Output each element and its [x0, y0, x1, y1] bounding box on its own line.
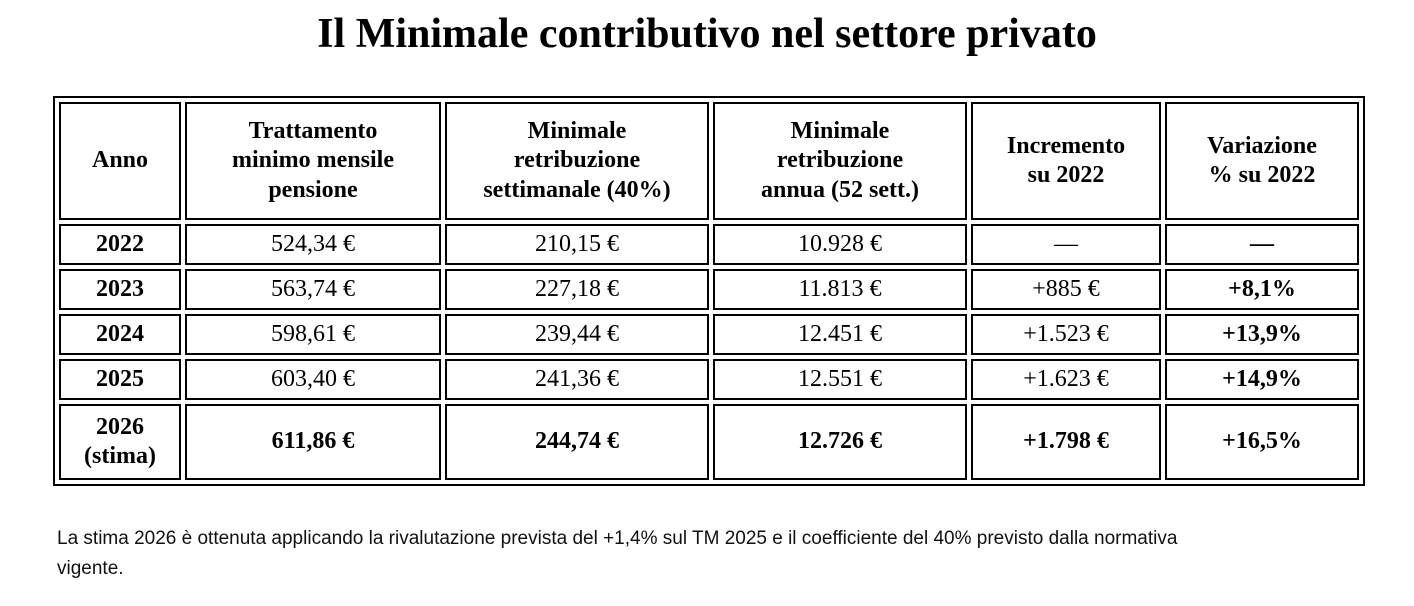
cell-minimale-settimanale: 227,18 €	[445, 269, 709, 310]
footnote: La stima 2026 è ottenuta applicando la r…	[57, 528, 1178, 580]
contribution-minimum-table: Anno Trattamento minimo mensile pensione…	[53, 96, 1365, 486]
column-header-incremento: Incremento su 2022	[971, 102, 1161, 220]
cell-anno: 2026 (stima)	[59, 404, 181, 480]
cell-trattamento-minimo: 563,74 €	[185, 269, 441, 310]
cell-minimale-settimanale: 241,36 €	[445, 359, 709, 400]
cell-trattamento-minimo: 524,34 €	[185, 224, 441, 265]
cell-variazione: +8,1%	[1165, 269, 1359, 310]
cell-trattamento-minimo: 598,61 €	[185, 314, 441, 355]
column-header-variazione: Variazione % su 2022	[1165, 102, 1359, 220]
cell-trattamento-minimo: 611,86 €	[185, 404, 441, 480]
cell-trattamento-minimo: 603,40 €	[185, 359, 441, 400]
column-header-trattamento-minimo: Trattamento minimo mensile pensione	[185, 102, 441, 220]
cell-minimale-annua: 12.451 €	[713, 314, 967, 355]
cell-anno: 2025	[59, 359, 181, 400]
cell-minimale-settimanale: 239,44 €	[445, 314, 709, 355]
table-row-2024: 2024 598,61 € 239,44 € 12.451 € +1.523 €…	[59, 314, 1359, 355]
table-row-2022: 2022 524,34 € 210,15 € 10.928 € — —	[59, 224, 1359, 265]
cell-incremento: +1.523 €	[971, 314, 1161, 355]
column-header-minimale-annua: Minimale retribuzione annua (52 sett.)	[713, 102, 967, 220]
cell-minimale-settimanale: 244,74 €	[445, 404, 709, 480]
cell-anno: 2024	[59, 314, 181, 355]
table-header-row: Anno Trattamento minimo mensile pensione…	[59, 102, 1359, 220]
cell-variazione: +16,5%	[1165, 404, 1359, 480]
cell-variazione: +14,9%	[1165, 359, 1359, 400]
cell-anno: 2022	[59, 224, 181, 265]
cell-minimale-annua: 11.813 €	[713, 269, 967, 310]
table-row-2023: 2023 563,74 € 227,18 € 11.813 € +885 € +…	[59, 269, 1359, 310]
cell-minimale-annua: 12.551 €	[713, 359, 967, 400]
cell-incremento: +885 €	[971, 269, 1161, 310]
table-row-2025: 2025 603,40 € 241,36 € 12.551 € +1.623 €…	[59, 359, 1359, 400]
cell-incremento: +1.798 €	[971, 404, 1161, 480]
cell-variazione: +13,9%	[1165, 314, 1359, 355]
column-header-minimale-settimanale: Minimale retribuzione settimanale (40%)	[445, 102, 709, 220]
cell-minimale-settimanale: 210,15 €	[445, 224, 709, 265]
cell-incremento: +1.623 €	[971, 359, 1161, 400]
cell-minimale-annua: 10.928 €	[713, 224, 967, 265]
cell-anno: 2023	[59, 269, 181, 310]
column-header-anno: Anno	[59, 102, 181, 220]
cell-incremento: —	[971, 224, 1161, 265]
page-title: Il Minimale contributivo nel settore pri…	[317, 11, 1097, 57]
cell-variazione: —	[1165, 224, 1359, 265]
cell-minimale-annua: 12.726 €	[713, 404, 967, 480]
table-row-2026-stima: 2026 (stima) 611,86 € 244,74 € 12.726 € …	[59, 404, 1359, 480]
